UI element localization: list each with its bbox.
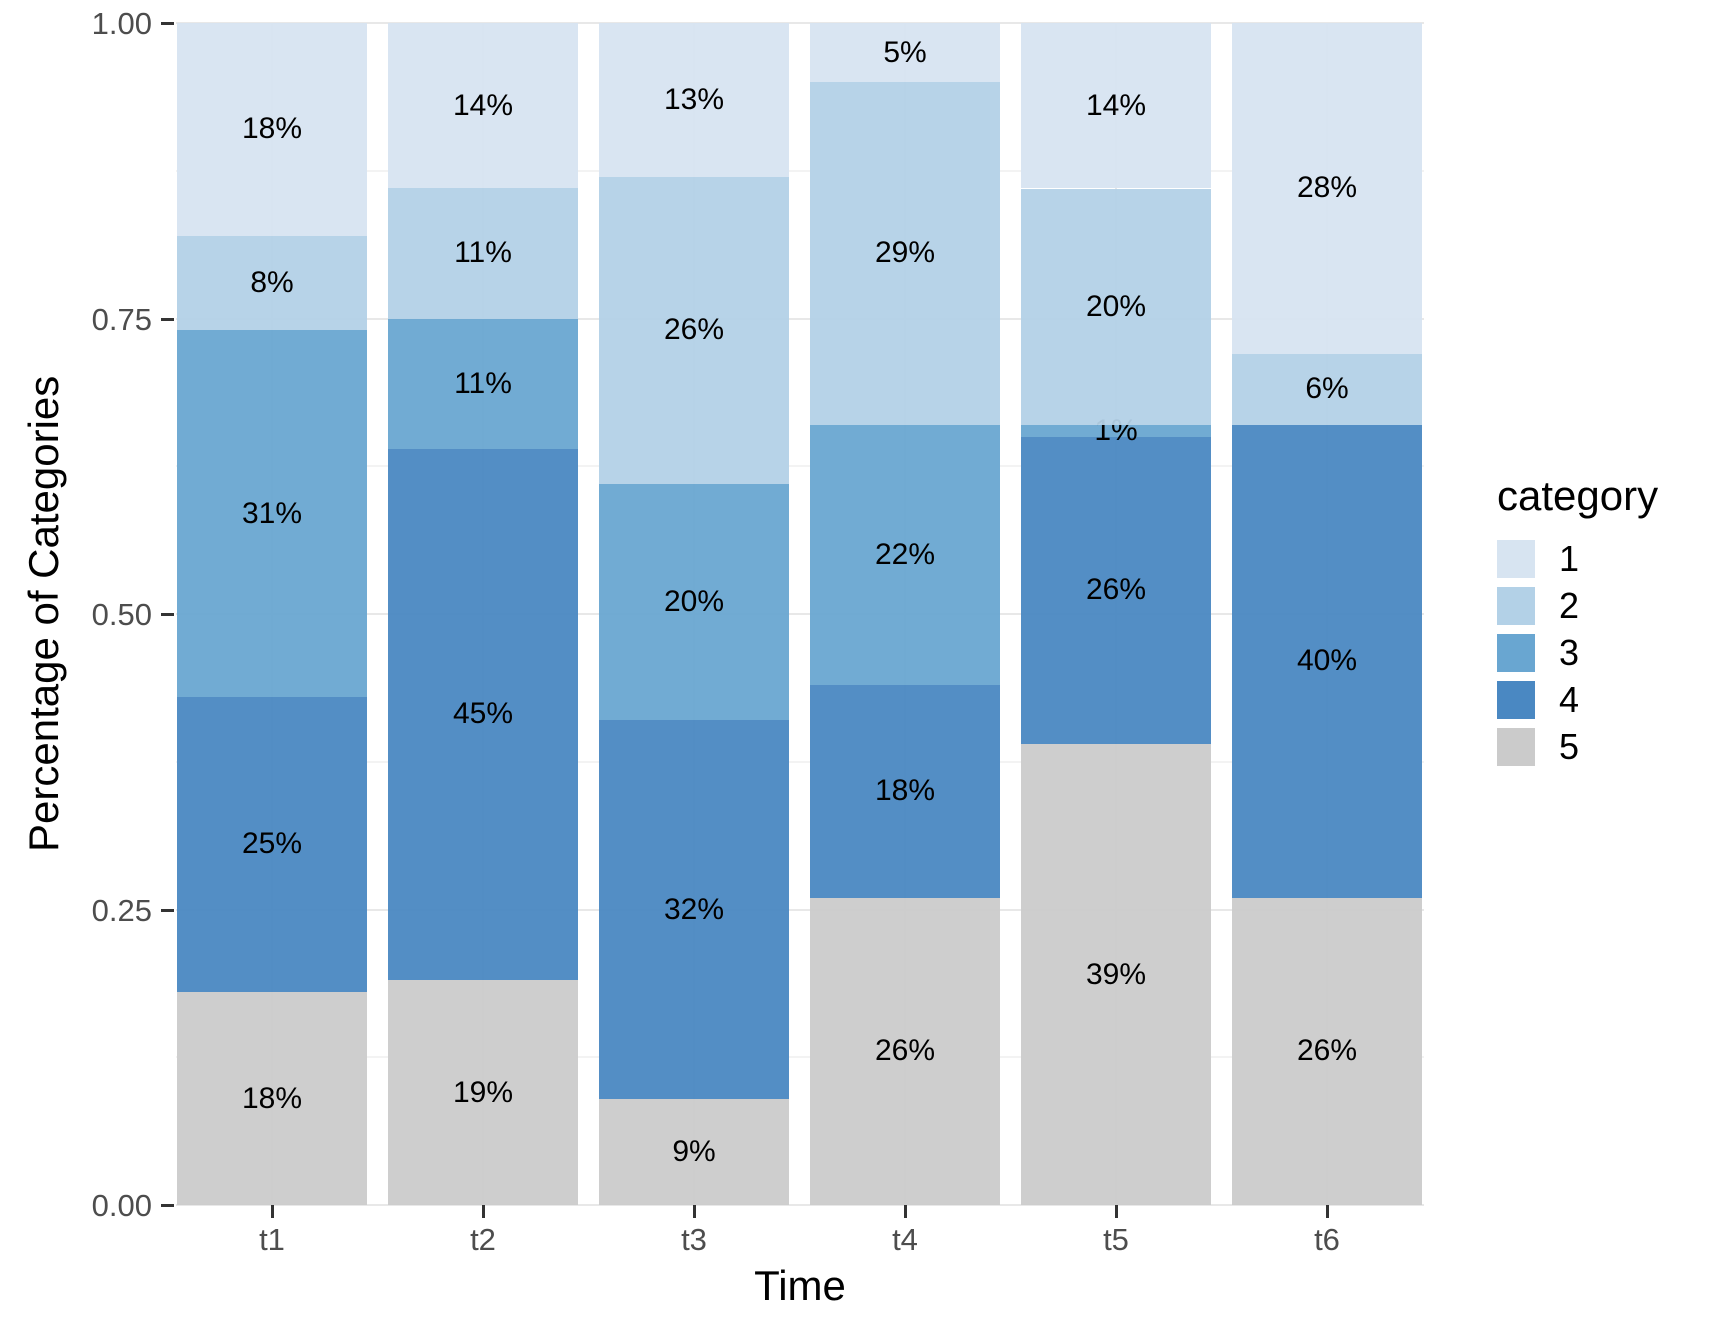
x-axis-tick <box>1326 1205 1329 1218</box>
x-axis-tick <box>693 1205 696 1218</box>
bar-segment-cat5 <box>1232 897 1422 1205</box>
legend: category 1 2 3 4 5 <box>1497 472 1658 775</box>
gridline-major-h <box>176 1204 1424 1206</box>
bar-segment-cat1 <box>177 23 367 236</box>
x-tick-label: t2 <box>470 1222 496 1257</box>
x-axis-tick <box>1115 1205 1118 1218</box>
legend-swatch-3 <box>1497 634 1535 672</box>
plot-panel: 18% 25% 31% 8% 18% 19% 45% 11% 11% 14% 9% 32% 20% 26%… <box>176 22 1424 1206</box>
bar-t6: 26% 40% 6% 28% <box>1232 23 1422 1205</box>
legend-entry-2: 2 <box>1497 585 1658 626</box>
legend-title: category <box>1497 472 1659 519</box>
legend-swatch-4 <box>1497 681 1535 719</box>
bar-segment-cat4 <box>1232 424 1422 898</box>
legend-label-3: 3 <box>1559 632 1580 673</box>
gridline-major-h <box>176 613 1424 615</box>
x-axis-title: Time <box>754 1262 846 1309</box>
bar-segment-cat4 <box>810 684 1000 898</box>
legend-label-1: 1 <box>1559 538 1580 579</box>
x-tick-label: t1 <box>259 1222 285 1257</box>
y-tick-label: 0.50 <box>91 597 152 632</box>
bar-segment-cat3 <box>810 424 1000 685</box>
x-axis-tick <box>482 1205 485 1218</box>
y-tick-label: 0.00 <box>91 1188 152 1223</box>
legend-label-4: 4 <box>1559 679 1580 720</box>
gridline-minor-h <box>176 169 1424 172</box>
bar-segment-cat2 <box>177 235 367 331</box>
gridline-major-h <box>176 317 1424 320</box>
x-tick-label: t3 <box>681 1222 707 1257</box>
bar-segment-cat2 <box>599 176 789 484</box>
x-tick-label: t4 <box>892 1222 918 1257</box>
bar-t5: 39% 26% 1% 20% 14% <box>1021 23 1211 1205</box>
bar-segment-cat3 <box>599 484 789 721</box>
y-tick-label: 0.25 <box>91 892 152 928</box>
gridline-major-h <box>176 908 1424 911</box>
legend-entries: 1 2 3 4 5 <box>1497 538 1658 767</box>
bar-t4: 26% 18% 22% 29% 5% <box>810 23 1000 1205</box>
bar-segment-cat1 <box>1021 23 1211 189</box>
legend-swatch-1 <box>1497 540 1535 578</box>
legend-entry-5: 5 <box>1497 726 1658 767</box>
bar-segment-cat5 <box>599 1098 789 1205</box>
gridline-major-h <box>176 22 1424 24</box>
bar-segment-cat1 <box>1232 23 1422 354</box>
legend-entry-3: 3 <box>1497 632 1658 673</box>
y-axis-tick <box>161 908 174 912</box>
legend-swatch-2 <box>1497 587 1535 625</box>
x-tick-label: t6 <box>1314 1222 1340 1257</box>
x-tick-label: t5 <box>1103 1222 1129 1257</box>
legend-swatch-5 <box>1497 728 1535 766</box>
bar-segment-cat5 <box>1021 744 1211 1205</box>
gridline-minor-h <box>176 760 1424 763</box>
y-axis-tick <box>161 22 174 25</box>
bar-segment-cat2 <box>1232 353 1422 425</box>
bar-segment-cat4 <box>177 696 367 993</box>
bar-t3: 9% 32% 20% 26% 13% <box>599 23 789 1205</box>
bar-t2: 19% 45% 11% 11% 14% <box>388 23 578 1205</box>
bar-segment-cat3 <box>1021 424 1211 437</box>
gridline-minor-h <box>176 465 1424 468</box>
y-tick-label: 1.00 <box>91 6 152 41</box>
legend-label-5: 5 <box>1559 726 1580 767</box>
x-axis-tick <box>904 1205 907 1218</box>
y-axis-tick <box>161 317 174 321</box>
bar-segment-cat1 <box>599 23 789 177</box>
legend-entry-1: 1 <box>1497 538 1658 579</box>
bar-segment-cat4 <box>599 720 789 1099</box>
bar-segment-cat5 <box>388 980 578 1205</box>
bar-segment-cat1 <box>388 23 578 189</box>
bar-segment-cat5 <box>177 992 367 1205</box>
bar-segment-cat3 <box>177 330 367 697</box>
bar-t1: 18% 25% 31% 8% 18% <box>177 23 367 1205</box>
legend-entry-4: 4 <box>1497 679 1658 720</box>
bar-segment-cat4 <box>388 448 578 981</box>
bar-segment-cat5 <box>810 897 1000 1205</box>
gridline-minor-h <box>176 1056 1424 1059</box>
y-axis-tick <box>161 1204 174 1207</box>
legend-label-2: 2 <box>1559 585 1580 626</box>
y-tick-label: 0.75 <box>91 301 152 337</box>
bar-segment-cat3 <box>388 318 578 449</box>
bar-segment-cat4 <box>1021 436 1211 745</box>
y-axis-tick <box>161 613 174 616</box>
bar-segment-cat2 <box>1021 188 1211 425</box>
bar-segment-cat1 <box>810 23 1000 83</box>
bar-segment-cat2 <box>388 188 578 319</box>
x-axis-tick <box>271 1205 274 1218</box>
bar-segment-cat2 <box>810 82 1000 425</box>
